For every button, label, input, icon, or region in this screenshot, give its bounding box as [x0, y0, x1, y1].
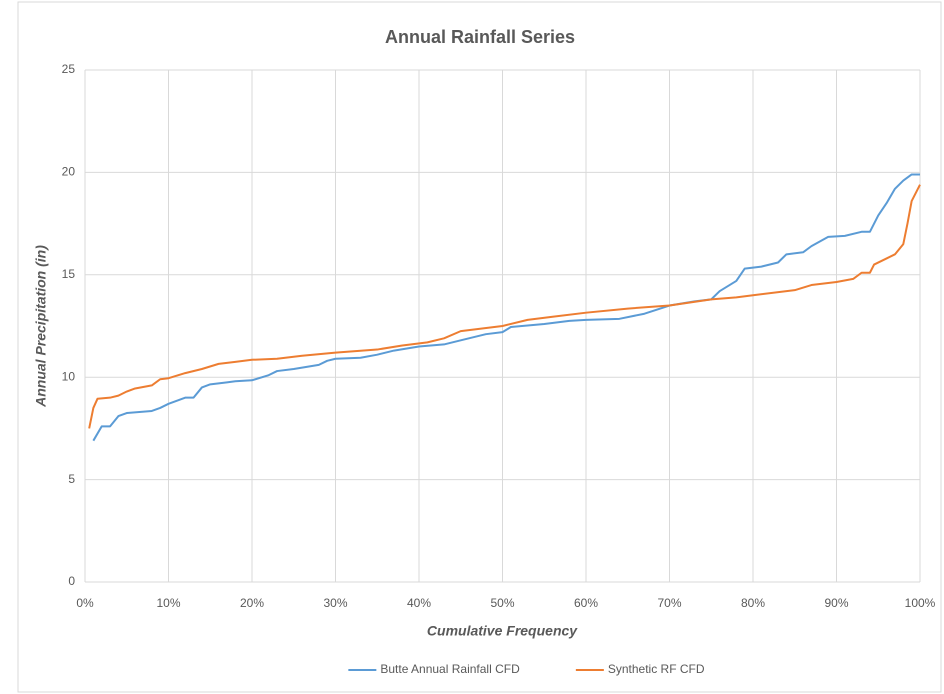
- y-tick-label: 5: [68, 472, 75, 486]
- line: [92, 173, 920, 442]
- x-tick-label: 50%: [490, 596, 514, 610]
- chart-frame: [17, 1, 942, 693]
- y-tick-label: 15: [62, 267, 76, 281]
- x-tick-label: 70%: [657, 596, 681, 610]
- x-tick-label: 30%: [323, 596, 347, 610]
- x-tick-label: 80%: [741, 596, 765, 610]
- x-tick-label: 0%: [76, 596, 94, 610]
- x-tick-label: 20%: [240, 596, 264, 610]
- x-tick-label: 60%: [574, 596, 598, 610]
- chart-title: Annual Rainfall Series: [385, 27, 575, 47]
- y-tick-label: 10: [62, 369, 76, 383]
- x-axis-label: Cumulative Frequency: [427, 623, 578, 639]
- x-tick-label: 100%: [905, 596, 936, 610]
- legend-label: Synthetic RF CFD: [608, 662, 705, 676]
- y-tick-label: 20: [62, 165, 76, 179]
- line: [88, 184, 921, 429]
- legend-label: Butte Annual Rainfall CFD: [380, 662, 520, 676]
- y-axis-label: Annual Precipitation (in): [33, 245, 49, 408]
- y-tick-label: 25: [62, 62, 76, 76]
- x-tick-label: 10%: [156, 596, 180, 610]
- y-tick-label: 0: [68, 574, 75, 588]
- x-tick-label: 90%: [824, 596, 848, 610]
- x-tick-label: 40%: [407, 596, 431, 610]
